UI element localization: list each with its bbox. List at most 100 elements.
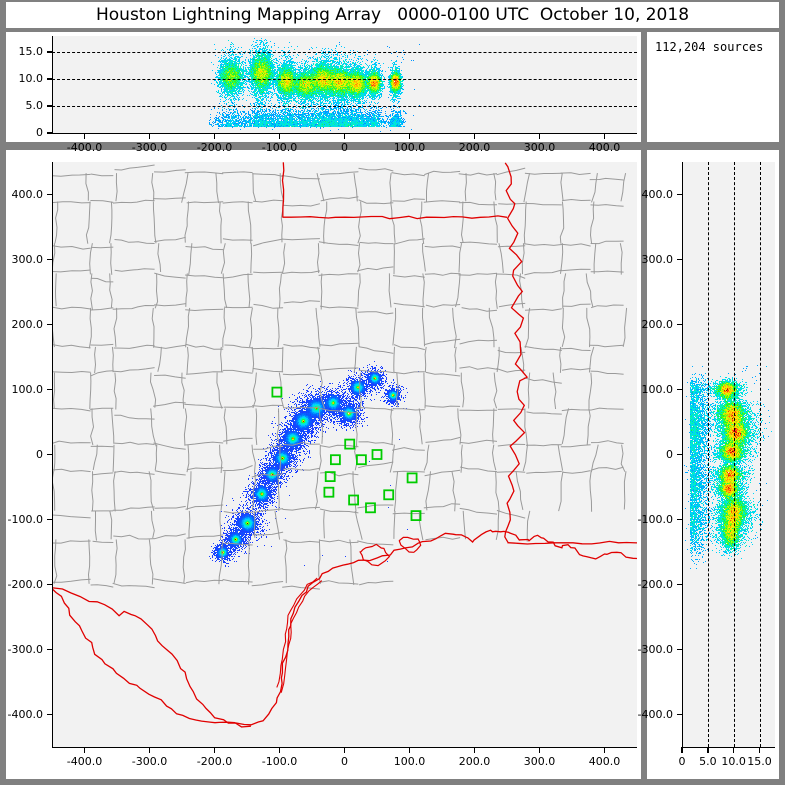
top-panel-x-tick-label: -400.0 [66, 141, 103, 154]
top-panel-y-tick-label: 0 [36, 126, 43, 139]
right-panel-x-tick [707, 747, 709, 753]
map-x-tick [473, 747, 476, 753]
right-panel-gridline [733, 162, 735, 747]
map-x-tick [603, 747, 606, 753]
top-panel-x-tick [83, 133, 86, 139]
map-y-tick [47, 713, 53, 716]
top-panel-gridline [52, 106, 637, 108]
right-panel-y-tick-label: 200.0 [641, 317, 674, 331]
top-panel-x-tick [473, 133, 476, 139]
map-x-tick [278, 747, 281, 753]
top-panel-y-tick-label: 5.0 [25, 99, 44, 113]
top-panel-y-axis [52, 36, 54, 133]
top-panel-x-tick [408, 133, 411, 139]
map-y-tick [47, 453, 53, 456]
top-panel-x-tick [278, 133, 281, 139]
right-panel-y-tick [677, 193, 683, 196]
map-geography-overlay [52, 162, 637, 728]
right-panel-density-canvas [682, 162, 775, 747]
lma-station-marker [355, 454, 367, 466]
top-panel-x-tick-label: 400.0 [588, 141, 621, 154]
altitude-vs-east-west-plot [52, 36, 637, 133]
right-panel-y-tick-label: -200.0 [637, 577, 673, 591]
map-y-tick-label: 200.0 [11, 317, 44, 331]
right-panel-y-tick [677, 713, 683, 716]
lma-station-marker [406, 472, 418, 484]
map-x-tick-label: 300.0 [523, 755, 556, 768]
top-panel-gridline [52, 52, 637, 54]
map-y-tick-label: -300.0 [7, 642, 43, 656]
right-panel-x-tick [732, 747, 735, 753]
top-panel-x-tick-label: 100.0 [393, 141, 426, 154]
top-panel-density-canvas [52, 36, 637, 133]
lma-station-markers [271, 386, 422, 522]
right-panel-y-tick-label: -300.0 [637, 642, 673, 656]
right-panel-y-tick-label: 400.0 [641, 187, 674, 201]
lma-station-marker [365, 502, 376, 514]
right-panel-y-tick [677, 648, 683, 651]
top-panel-y-tick-label: 15.0 [18, 45, 44, 59]
lma-station-marker [324, 471, 336, 483]
figure-title-bar: Houston Lightning Mapping Array 0000-010… [6, 2, 779, 28]
map-x-tick [83, 747, 86, 753]
map-x-tick [148, 747, 151, 753]
map-x-tick [538, 747, 541, 753]
top-panel-x-tick-label: -100.0 [261, 141, 298, 154]
lma-station-marker [383, 489, 395, 501]
right-panel-x-tick [681, 747, 683, 753]
map-y-tick-label: -200.0 [7, 577, 43, 591]
map-y-tick-label: -100.0 [7, 512, 43, 526]
right-panel-y-tick [677, 453, 683, 456]
top-panel-x-tick [213, 133, 216, 139]
map-x-tick-label: 100.0 [393, 755, 426, 768]
map-x-tick [213, 747, 216, 753]
top-panel-x-tick-label: -200.0 [196, 141, 233, 154]
top-panel-x-tick [343, 133, 346, 139]
top-panel-x-tick [603, 133, 606, 139]
map-x-tick [408, 747, 411, 753]
right-panel-x-tick-label: 10.0 [721, 755, 746, 768]
altitude-vs-north-south-plot [682, 162, 775, 747]
source-count-box: 112,204 sources [647, 32, 779, 142]
top-panel-y-tick [47, 78, 53, 80]
lma-station-marker [348, 494, 360, 506]
map-x-tick-label: 0 [341, 755, 348, 768]
plan-view-map-plot [52, 162, 637, 747]
right-panel-y-tick-label: -400.0 [637, 707, 673, 721]
right-panel-x-axis [682, 747, 775, 749]
source-count-label: 112,204 sources [655, 40, 764, 54]
top-panel-x-tick [148, 133, 151, 139]
map-y-tick [47, 193, 53, 196]
map-x-tick [343, 747, 346, 753]
lma-station-marker [410, 510, 422, 522]
right-panel-y-tick [677, 258, 683, 261]
top-panel-gridline [52, 79, 637, 81]
right-panel-y-tick [677, 388, 683, 391]
map-density-canvas [52, 162, 637, 747]
top-panel-y-tick [47, 51, 53, 53]
right-panel-y-tick-label: 300.0 [641, 252, 674, 266]
lma-station-marker [344, 438, 356, 450]
map-y-tick [47, 648, 53, 651]
map-x-tick-label: -300.0 [131, 755, 168, 768]
right-panel-x-tick [758, 747, 761, 753]
lma-station-marker [329, 454, 341, 466]
lma-station-marker [323, 486, 335, 498]
map-x-tick-label: -100.0 [261, 755, 298, 768]
top-panel-x-tick-label: 300.0 [523, 141, 556, 154]
top-panel-y-tick [47, 105, 53, 107]
right-panel-gridline [759, 162, 761, 747]
map-y-tick-label: 300.0 [11, 252, 44, 266]
top-panel-x-tick-label: -300.0 [131, 141, 168, 154]
map-y-tick [47, 583, 53, 586]
top-panel-x-tick-label: 0 [341, 141, 348, 154]
page-title: Houston Lightning Mapping Array 0000-010… [95, 5, 690, 25]
map-y-tick-label: -400.0 [7, 707, 43, 721]
map-y-tick [47, 258, 53, 261]
map-x-tick-label: -200.0 [196, 755, 233, 768]
right-panel-y-tick-label: 0 [666, 447, 673, 461]
lma-station-marker [271, 386, 283, 398]
right-panel-x-tick-label: 0 [678, 755, 686, 768]
top-panel-y-tick-label: 10.0 [18, 72, 44, 86]
